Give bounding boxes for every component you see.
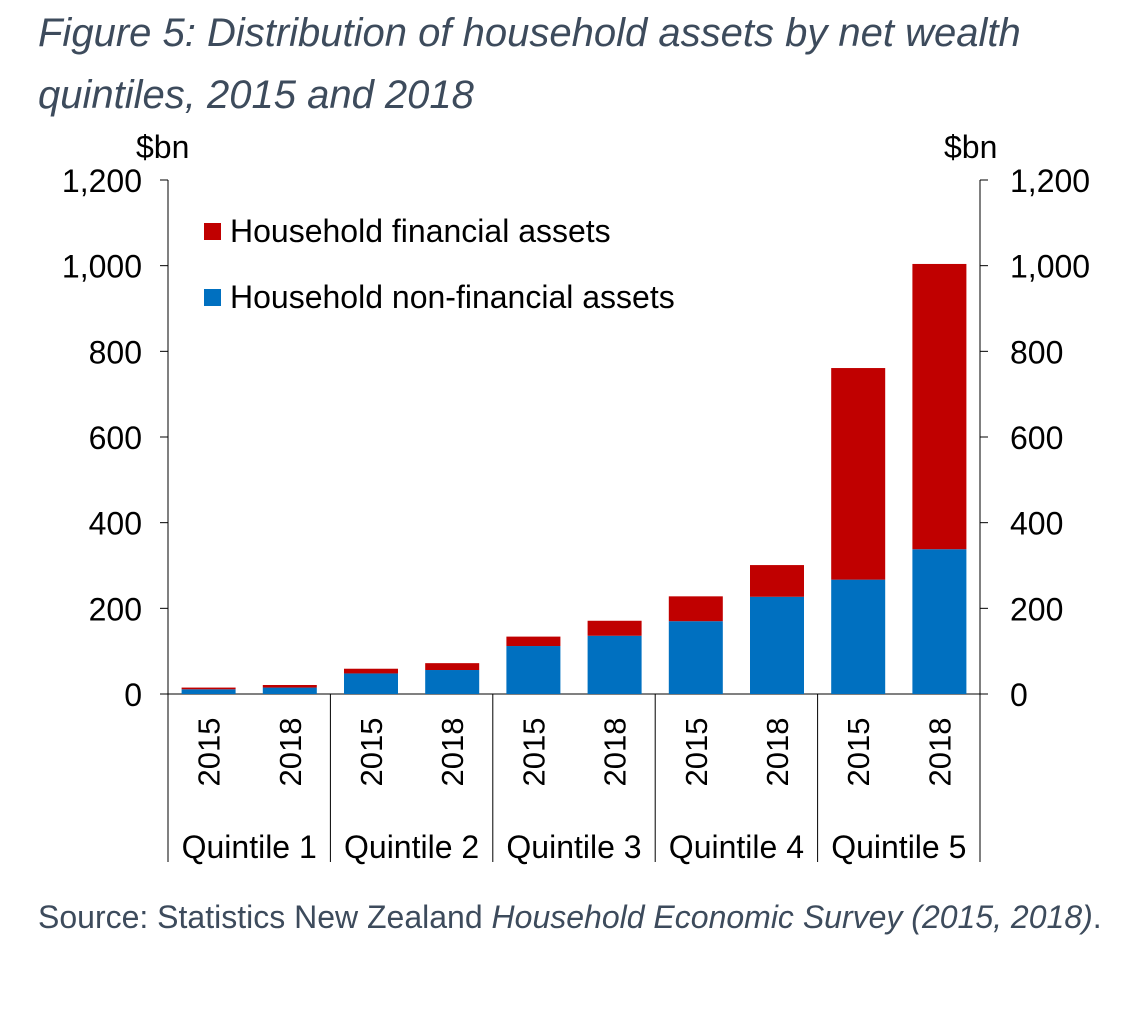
bar-non-financial bbox=[506, 646, 561, 694]
y-axis-unit-left: $bn bbox=[136, 129, 189, 165]
bar-non-financial bbox=[181, 689, 236, 694]
bar-financial bbox=[344, 668, 398, 674]
bar-financial bbox=[587, 620, 642, 636]
y-tick-label-left: 600 bbox=[89, 420, 142, 456]
x-tick-label-year: 2018 bbox=[760, 718, 795, 787]
y-tick-label-left: 200 bbox=[89, 591, 142, 627]
bar-non-financial bbox=[831, 579, 886, 694]
chart: 0 0 200 200 400 400 600 600 800 800 1,000 1,000 1,20… bbox=[62, 129, 1090, 865]
bar-non-financial bbox=[344, 673, 398, 694]
y-tick-label-left: 1,200 bbox=[62, 163, 142, 199]
y-tick-label-right: 600 bbox=[1010, 420, 1063, 456]
chart-title: Figure 5: Distribution of household asse… bbox=[38, 11, 1021, 117]
bar-non-financial bbox=[750, 596, 804, 694]
source-survey-name: Household Economic Survey (2015, 2018) bbox=[491, 899, 1093, 935]
bar-financial bbox=[181, 687, 236, 690]
x-tick-label-year: 2018 bbox=[273, 718, 308, 787]
source-suffix: . bbox=[1092, 899, 1102, 935]
bar-financial bbox=[831, 368, 886, 580]
source-note: Source: Statistics New Zealand Household… bbox=[38, 888, 1108, 946]
x-tick-label-year: 2015 bbox=[516, 718, 551, 787]
y-tick-label-right: 400 bbox=[1010, 506, 1063, 542]
legend-label-financial: Household financial assets bbox=[230, 213, 611, 249]
y-tick-label-left: 1,000 bbox=[62, 249, 142, 285]
y-tick-label-left: 400 bbox=[89, 506, 142, 542]
x-tick-label-year: 2018 bbox=[435, 718, 470, 787]
x-tick-label-year: 2018 bbox=[598, 718, 633, 787]
x-group-label: Quintile 4 bbox=[669, 829, 804, 865]
bar-financial bbox=[668, 596, 723, 622]
x-tick-label-year: 2015 bbox=[192, 718, 227, 787]
y-tick-label-right: 800 bbox=[1010, 334, 1063, 370]
x-tick-label-year: 2015 bbox=[354, 718, 389, 787]
y-tick-label-right: 200 bbox=[1010, 591, 1063, 627]
bar-non-financial bbox=[668, 621, 723, 694]
bar-financial bbox=[425, 663, 480, 671]
bar-financial bbox=[912, 263, 967, 550]
y-tick-label-right: 1,200 bbox=[1010, 163, 1090, 199]
legend-swatch-non-financial bbox=[204, 289, 221, 306]
x-group-label: Quintile 3 bbox=[506, 829, 641, 865]
bar-financial bbox=[262, 685, 317, 688]
bar-non-financial bbox=[262, 687, 317, 694]
y-tick-label-right: 0 bbox=[1010, 677, 1028, 713]
y-tick-label-left: 0 bbox=[124, 677, 142, 713]
bar-non-financial bbox=[912, 549, 967, 694]
bar-non-financial bbox=[425, 670, 480, 694]
x-group-label: Quintile 1 bbox=[182, 829, 317, 865]
x-tick-label-year: 2015 bbox=[679, 718, 714, 787]
legend-swatch-financial bbox=[204, 223, 221, 240]
y-tick-label-left: 800 bbox=[89, 334, 142, 370]
bar-financial bbox=[506, 636, 561, 647]
legend-label-non-financial: Household non-financial assets bbox=[230, 279, 675, 315]
x-group-label: Quintile 2 bbox=[344, 829, 479, 865]
bar-financial bbox=[750, 565, 804, 597]
bar-non-financial bbox=[587, 635, 642, 694]
x-tick-label-year: 2018 bbox=[922, 718, 957, 787]
y-axis-unit-right: $bn bbox=[944, 129, 997, 165]
source-prefix: Source: Statistics New Zealand bbox=[38, 899, 492, 935]
x-group-label: Quintile 5 bbox=[831, 829, 966, 865]
y-tick-label-right: 1,000 bbox=[1010, 249, 1090, 285]
x-tick-label-year: 2015 bbox=[841, 718, 876, 787]
